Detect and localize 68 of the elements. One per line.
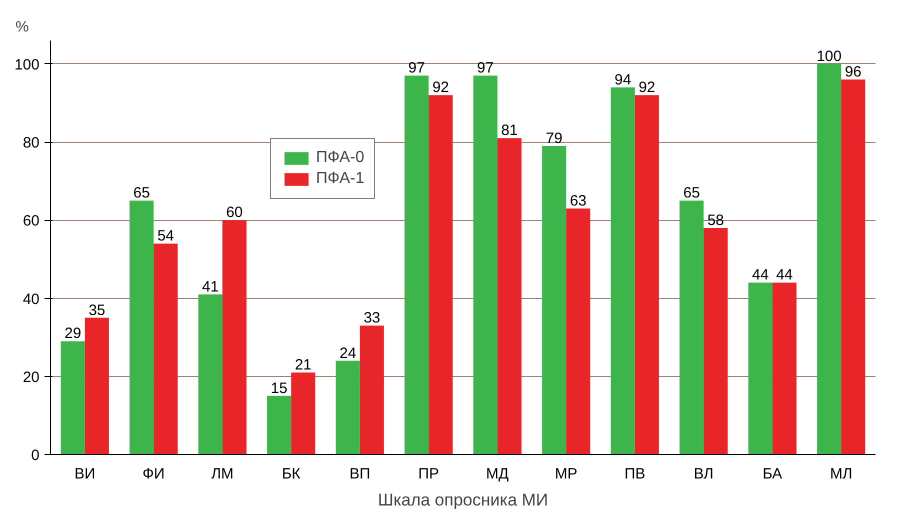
data-label: 21	[294, 356, 312, 374]
bar	[267, 396, 292, 454]
x-tick-label: БК	[282, 466, 301, 482]
bar	[542, 146, 566, 454]
bar	[817, 64, 842, 454]
data-label: 44	[752, 266, 769, 284]
data-label: 96	[844, 64, 862, 81]
y-axis-title: %	[16, 18, 29, 36]
bar	[772, 282, 796, 454]
bar	[291, 372, 316, 454]
bar	[360, 326, 384, 454]
data-label: 35	[88, 302, 106, 319]
bar	[680, 200, 704, 454]
data-label: 63	[570, 192, 586, 210]
bar	[566, 208, 590, 454]
x-tick-label: МД	[486, 466, 509, 482]
bar	[428, 95, 453, 454]
data-label: 24	[340, 344, 356, 362]
bar	[473, 76, 498, 454]
bar	[404, 76, 429, 454]
bar	[610, 87, 635, 454]
x-tick-label: ВП	[349, 466, 370, 482]
data-label: 44	[776, 266, 793, 284]
bar	[222, 220, 246, 454]
data-label: 15	[270, 380, 288, 397]
data-label: 41	[202, 278, 219, 296]
y-tick-label: 80	[22, 134, 40, 152]
bar	[84, 318, 109, 454]
data-label: 94	[614, 71, 632, 88]
data-label: 65	[683, 184, 700, 202]
bar	[748, 282, 772, 454]
bar	[198, 294, 222, 454]
y-tick-label: 60	[22, 212, 40, 230]
y-tick-label: 100	[14, 56, 40, 74]
x-tick-label: ЛМ	[211, 466, 234, 482]
data-label: 100	[816, 48, 842, 65]
x-axis-title: Шкала опросника МИ	[378, 490, 548, 510]
x-tick-label: ВЛ	[694, 466, 714, 482]
x-tick-label: МР	[554, 466, 578, 482]
bar	[130, 200, 154, 454]
bar	[336, 360, 360, 454]
bar	[704, 228, 728, 454]
data-label: 33	[364, 310, 380, 327]
x-tick-label: ВИ	[74, 466, 96, 482]
x-tick-label: ПВ	[624, 466, 646, 482]
legend-label: ПФА-0	[316, 149, 364, 167]
data-label: 54	[157, 228, 174, 245]
bar	[634, 95, 659, 454]
data-label: 97	[408, 60, 425, 77]
y-tick-label: 40	[22, 290, 40, 308]
data-label: 92	[638, 79, 656, 96]
data-label: 81	[501, 122, 518, 140]
bar	[60, 341, 85, 454]
x-tick-label: ПР	[418, 466, 440, 482]
y-tick-label: 20	[22, 368, 40, 386]
bar	[841, 80, 866, 454]
y-tick-label: 0	[31, 447, 40, 464]
data-label: 92	[432, 79, 449, 96]
data-label: 29	[64, 325, 82, 342]
bar	[497, 138, 522, 454]
x-tick-label: МЛ	[830, 466, 852, 482]
legend-label: ПФА-1	[316, 170, 364, 188]
data-label: 65	[133, 184, 150, 202]
data-label: 60	[226, 204, 243, 222]
x-tick-label: БА	[762, 466, 782, 482]
data-label: 97	[477, 60, 494, 77]
bar	[154, 244, 178, 454]
x-tick-label: ФИ	[142, 466, 165, 482]
